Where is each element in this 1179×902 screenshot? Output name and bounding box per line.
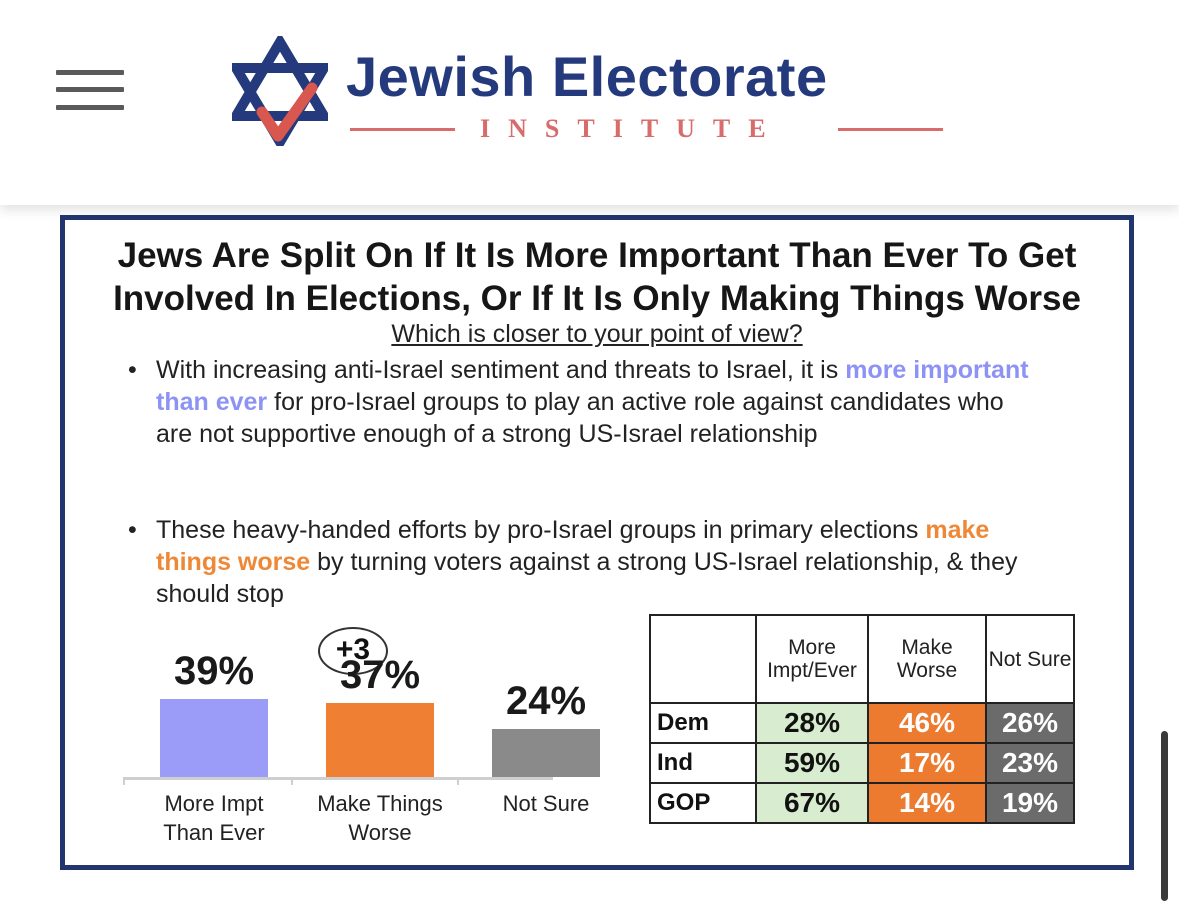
bullet-text-part: These heavy-handed efforts by pro-Israel…: [156, 516, 926, 544]
bar: [492, 729, 600, 777]
bar-category-label: More Impt Than Ever: [163, 791, 265, 845]
col-header: Not Sure: [985, 614, 1075, 704]
table-row: GOP 67% 14% 19%: [649, 782, 1075, 824]
chart-baseline: [123, 777, 553, 780]
cell-value: 26%: [985, 702, 1075, 744]
menu-bar: [56, 70, 124, 75]
cell-value: 19%: [985, 782, 1075, 824]
graphic-title: Jews Are Split On If It Is More Importan…: [65, 234, 1129, 320]
table-row: Ind 59% 17% 23%: [649, 742, 1075, 784]
bullet-highlight: make things worse: [156, 516, 990, 576]
crosstab-table: More Impt/Ever Make Worse Not Sure Dem 2…: [649, 614, 1075, 824]
bar: [326, 703, 434, 777]
bar: [160, 699, 268, 777]
cell-value: 59%: [755, 742, 869, 784]
bullet-highlight: more important than ever: [156, 356, 1029, 416]
axis-tick: [291, 777, 293, 785]
bar-category-label: Not Sure: [502, 791, 590, 816]
bullet-text-part: by turning voters against a strong US-Is…: [156, 548, 1018, 608]
table-row: Dem 28% 46% 26%: [649, 702, 1075, 744]
bar-value-label: 37%: [339, 653, 421, 697]
brand-rule-left: [350, 128, 455, 131]
col-header: More Impt/Ever: [755, 614, 869, 704]
title-line: Jews Are Split On If It Is More Importan…: [117, 236, 1077, 275]
difference-badge: +3: [318, 627, 388, 675]
menu-bar: [56, 105, 124, 110]
question-text: Which is closer to your point of view?: [391, 320, 803, 348]
cell-value: 67%: [755, 782, 869, 824]
axis-tick: [123, 777, 125, 785]
brand-subtitle: INSTITUTE: [480, 114, 784, 143]
brand-name[interactable]: Jewish Electorate: [346, 45, 828, 108]
cell-value: 23%: [985, 742, 1075, 784]
bar-category-label: Make Things Worse: [317, 791, 443, 845]
row-label: Ind: [649, 742, 757, 784]
bullet-text: With increasing anti-Israel sentiment an…: [156, 354, 1036, 450]
row-label: GOP: [649, 782, 757, 824]
menu-icon[interactable]: [56, 70, 124, 110]
bar-value-label: 24%: [505, 679, 587, 723]
scrollbar[interactable]: [1161, 731, 1168, 901]
star-of-david-checkmark-logo[interactable]: [232, 36, 328, 146]
brand-rule-right: [838, 128, 943, 131]
bullet-text-part: With increasing anti-Israel sentiment an…: [156, 356, 846, 384]
axis-tick: [457, 777, 459, 785]
cell-value: 14%: [867, 782, 987, 824]
cell-value: 46%: [867, 702, 987, 744]
bar-value-label: 39%: [173, 649, 255, 693]
cell-value: 28%: [755, 702, 869, 744]
bullet-text: These heavy-handed efforts by pro-Israel…: [156, 514, 1036, 610]
bar-chart: +3 39% More Impt Than Ever 37% Make Things Wo…: [123, 615, 600, 855]
site-header: Jewish Electorate INSTITUTE: [0, 0, 1179, 205]
bullet-dot: •: [128, 516, 137, 544]
cell-value: 17%: [867, 742, 987, 784]
bullet-dot: •: [128, 356, 137, 384]
menu-bar: [56, 87, 124, 92]
title-line: Involved In Elections, Or If It Is Only …: [113, 279, 1081, 318]
poll-graphic: Jews Are Split On If It Is More Importan…: [60, 215, 1134, 870]
table-corner: [649, 614, 757, 704]
row-label: Dem: [649, 702, 757, 744]
col-header: Make Worse: [867, 614, 987, 704]
bullet-text-part: for pro-Israel groups to play an active …: [156, 388, 1004, 448]
